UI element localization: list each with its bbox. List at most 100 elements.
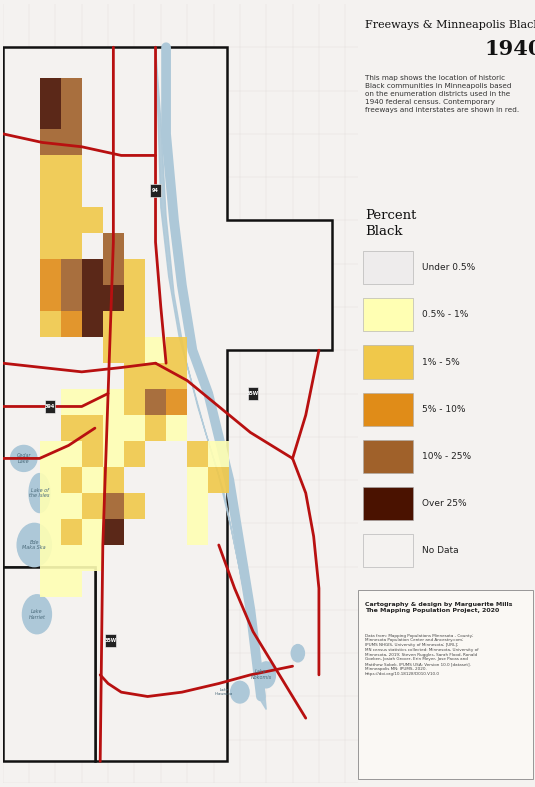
- Bar: [208, 467, 230, 493]
- Bar: [40, 78, 60, 104]
- Bar: [60, 234, 82, 260]
- Bar: [208, 442, 230, 467]
- Bar: [40, 182, 60, 208]
- Ellipse shape: [231, 682, 249, 703]
- Ellipse shape: [11, 445, 37, 471]
- Bar: [60, 519, 82, 545]
- Bar: [82, 286, 103, 312]
- Text: Freeways & Minneapolis Black Population: Freeways & Minneapolis Black Population: [365, 20, 535, 30]
- Bar: [40, 442, 60, 467]
- Bar: [124, 442, 145, 467]
- Bar: [60, 416, 82, 442]
- Bar: [103, 467, 124, 493]
- Bar: [103, 312, 124, 338]
- Bar: [166, 364, 187, 390]
- Bar: [124, 390, 145, 416]
- Bar: [166, 338, 187, 364]
- Bar: [166, 416, 187, 442]
- Bar: [60, 104, 82, 130]
- Text: Lake
Nokomis: Lake Nokomis: [250, 670, 271, 680]
- Bar: [187, 442, 208, 467]
- Bar: [82, 260, 103, 286]
- Bar: [40, 286, 60, 312]
- Bar: [40, 467, 60, 493]
- Bar: [103, 390, 124, 416]
- Text: Lake
Harriet: Lake Harriet: [28, 609, 45, 619]
- Bar: [40, 545, 60, 571]
- FancyBboxPatch shape: [357, 590, 533, 779]
- Bar: [82, 416, 103, 442]
- Text: 35W: 35W: [105, 637, 117, 643]
- Text: Percent
Black: Percent Black: [365, 209, 416, 238]
- Bar: [40, 571, 60, 597]
- Bar: [248, 387, 258, 400]
- Bar: [103, 442, 124, 467]
- FancyBboxPatch shape: [363, 251, 413, 284]
- Bar: [124, 260, 145, 286]
- FancyBboxPatch shape: [363, 534, 413, 567]
- Bar: [103, 493, 124, 519]
- Bar: [103, 519, 124, 545]
- Bar: [124, 312, 145, 338]
- Ellipse shape: [291, 645, 304, 662]
- Polygon shape: [3, 47, 332, 762]
- Bar: [105, 634, 116, 647]
- Bar: [60, 78, 82, 104]
- Bar: [145, 338, 166, 364]
- Bar: [60, 493, 82, 519]
- Bar: [40, 104, 60, 130]
- Bar: [145, 364, 166, 390]
- Text: Lake
Hiawatha: Lake Hiawatha: [215, 688, 233, 696]
- Bar: [187, 493, 208, 519]
- Bar: [124, 416, 145, 442]
- Bar: [60, 260, 82, 286]
- Bar: [166, 390, 187, 416]
- Bar: [82, 312, 103, 338]
- Bar: [40, 312, 60, 338]
- Bar: [40, 156, 60, 182]
- Bar: [60, 312, 82, 338]
- Ellipse shape: [257, 662, 276, 688]
- Bar: [145, 416, 166, 442]
- Ellipse shape: [17, 523, 51, 567]
- Ellipse shape: [29, 474, 50, 512]
- Bar: [60, 156, 82, 182]
- Bar: [60, 390, 82, 416]
- Bar: [82, 519, 103, 545]
- Bar: [60, 182, 82, 208]
- Polygon shape: [3, 567, 95, 762]
- Bar: [82, 467, 103, 493]
- Bar: [60, 442, 82, 467]
- FancyBboxPatch shape: [363, 345, 413, 379]
- Bar: [82, 493, 103, 519]
- FancyBboxPatch shape: [363, 440, 413, 473]
- Bar: [187, 519, 208, 545]
- FancyBboxPatch shape: [363, 393, 413, 426]
- Bar: [145, 390, 166, 416]
- Text: Over 25%: Over 25%: [422, 499, 467, 508]
- Bar: [82, 442, 103, 467]
- Text: Under 0.5%: Under 0.5%: [422, 263, 475, 272]
- Bar: [124, 364, 145, 390]
- Bar: [82, 545, 103, 571]
- Text: This map shows the location of historic
Black communities in Minneapolis based
o: This map shows the location of historic …: [365, 75, 519, 113]
- Bar: [60, 286, 82, 312]
- Bar: [40, 234, 60, 260]
- Text: 10% - 25%: 10% - 25%: [422, 452, 471, 461]
- Bar: [40, 207, 60, 233]
- Bar: [150, 183, 161, 197]
- Bar: [40, 519, 60, 545]
- Bar: [40, 493, 60, 519]
- Bar: [60, 129, 82, 155]
- Bar: [60, 545, 82, 571]
- Bar: [103, 286, 124, 312]
- Text: 1940: 1940: [484, 39, 535, 59]
- Text: 394: 394: [45, 404, 55, 409]
- Bar: [124, 338, 145, 364]
- Text: 35W: 35W: [247, 391, 259, 396]
- Bar: [103, 260, 124, 286]
- Bar: [124, 493, 145, 519]
- Bar: [82, 207, 103, 233]
- Text: Bde
Maka Ska: Bde Maka Ska: [22, 540, 46, 550]
- Bar: [60, 571, 82, 597]
